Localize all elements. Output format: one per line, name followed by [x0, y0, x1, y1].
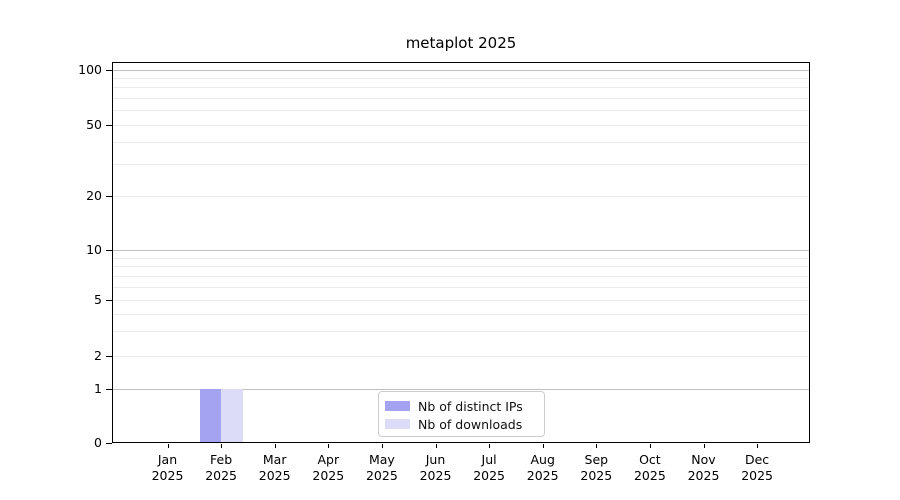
y-axis-tick-mark [106, 443, 112, 444]
bar-nb-of-distinct-ips [199, 389, 222, 442]
x-axis-tick-mark [167, 444, 169, 448]
y-axis-tick-mark [106, 196, 112, 197]
y-gridline-100 [113, 70, 809, 71]
y-axis-tick-mark [106, 125, 112, 126]
y-gridline-minor [113, 110, 809, 111]
x-tick-month: May [368, 452, 395, 467]
y-gridline-minor [113, 78, 809, 79]
y-gridline-10 [113, 250, 809, 251]
y-gridline-minor [113, 314, 809, 315]
x-tick-year: 2025 [258, 467, 291, 483]
y-axis-tick-label: 0 [94, 435, 102, 450]
y-gridline-minor [113, 266, 809, 267]
x-tick-month: Jun [425, 452, 446, 467]
x-axis-tick-label: Dec 2025 [725, 452, 789, 483]
x-axis-tick-label: Oct 2025 [618, 452, 682, 483]
x-axis-tick-mark [703, 444, 705, 448]
legend-item: Nb of distinct IPs [385, 397, 544, 415]
y-gridline-20 [113, 196, 809, 197]
x-axis-tick-label: Sep 2025 [564, 452, 628, 483]
x-axis-tick-label: Aug 2025 [511, 452, 575, 483]
x-tick-year: 2025 [473, 467, 505, 483]
plot-area: Nb of distinct IPs Nb of downloads [112, 62, 810, 443]
x-axis-tick-label: May 2025 [350, 452, 414, 483]
x-axis-tick-mark [542, 444, 544, 448]
x-tick-year: 2025 [633, 467, 666, 483]
x-tick-year: 2025 [151, 467, 184, 483]
x-axis-tick-label: Nov 2025 [672, 452, 736, 483]
y-gridline-minor [113, 142, 809, 143]
y-gridline-2 [113, 356, 809, 357]
x-axis-tick-label: Jul 2025 [457, 452, 521, 483]
x-tick-month: Mar [262, 452, 287, 467]
y-gridline-minor [113, 258, 809, 259]
x-tick-year: 2025 [687, 467, 720, 483]
x-tick-month: Nov [691, 452, 716, 467]
x-tick-year: 2025 [526, 467, 559, 483]
legend-swatch [385, 401, 410, 411]
x-tick-year: 2025 [419, 467, 452, 483]
x-tick-year: 2025 [205, 467, 237, 483]
x-axis-tick-mark [435, 444, 437, 448]
x-tick-year: 2025 [312, 467, 345, 483]
x-tick-month: Dec [744, 452, 770, 467]
legend-label: Nb of distinct IPs [418, 398, 523, 414]
x-tick-month: Sep [584, 452, 609, 467]
x-tick-year: 2025 [365, 467, 398, 483]
y-gridline-minor [113, 287, 809, 288]
y-axis-tick-mark [106, 356, 112, 357]
legend-item: Nb of downloads [385, 415, 544, 433]
y-axis-tick-label: 1 [94, 381, 102, 396]
y-gridline-50 [113, 125, 809, 126]
x-axis-tick-label: Jan 2025 [136, 452, 200, 483]
x-tick-month: Jul [481, 452, 497, 467]
x-axis-tick-label: Mar 2025 [243, 452, 307, 483]
legend: Nb of distinct IPs Nb of downloads [378, 391, 545, 437]
y-gridline-minor [113, 164, 809, 165]
x-tick-year: 2025 [741, 467, 773, 483]
y-axis-tick-label: 100 [78, 62, 102, 77]
x-axis-tick-mark [328, 444, 330, 448]
x-axis-tick-mark [274, 444, 276, 448]
legend-swatch [385, 419, 410, 429]
y-gridline-1 [113, 389, 809, 390]
legend-label: Nb of downloads [418, 416, 523, 432]
y-axis-tick-mark [106, 250, 112, 251]
x-tick-month: Jan [157, 452, 178, 467]
x-axis-tick-mark [757, 444, 759, 448]
x-tick-month: Aug [530, 452, 555, 467]
y-axis-tick-mark [106, 389, 112, 390]
x-axis-tick-label: Jun 2025 [404, 452, 468, 483]
y-gridline-minor [113, 276, 809, 277]
y-axis-tick-label: 10 [86, 242, 102, 257]
y-gridline-minor [113, 98, 809, 99]
y-axis-tick-mark [106, 70, 112, 71]
bar-nb-of-downloads [221, 389, 243, 442]
y-axis-tick-label: 20 [86, 188, 102, 203]
x-axis-tick-mark [381, 444, 383, 448]
x-axis-tick-label: Apr 2025 [296, 452, 360, 483]
x-axis-tick-mark [596, 444, 598, 448]
y-axis-tick-label: 2 [94, 348, 102, 363]
x-axis-tick-mark [221, 444, 223, 448]
y-gridline-minor [113, 331, 809, 332]
x-tick-month: Apr [317, 452, 340, 467]
y-gridline-minor [113, 87, 809, 88]
chart-title: metaplot 2025 [405, 34, 517, 52]
y-axis-tick-mark [106, 300, 112, 301]
x-tick-month: Oct [639, 452, 661, 467]
x-axis-tick-mark [489, 444, 491, 448]
y-gridline-5 [113, 300, 809, 301]
x-axis-tick-label: Feb 2025 [189, 452, 253, 483]
y-axis-tick-label: 50 [86, 117, 102, 132]
x-axis-tick-mark [649, 444, 651, 448]
y-axis-tick-label: 5 [94, 292, 102, 307]
x-tick-month: Feb [210, 452, 233, 467]
x-tick-year: 2025 [580, 467, 613, 483]
